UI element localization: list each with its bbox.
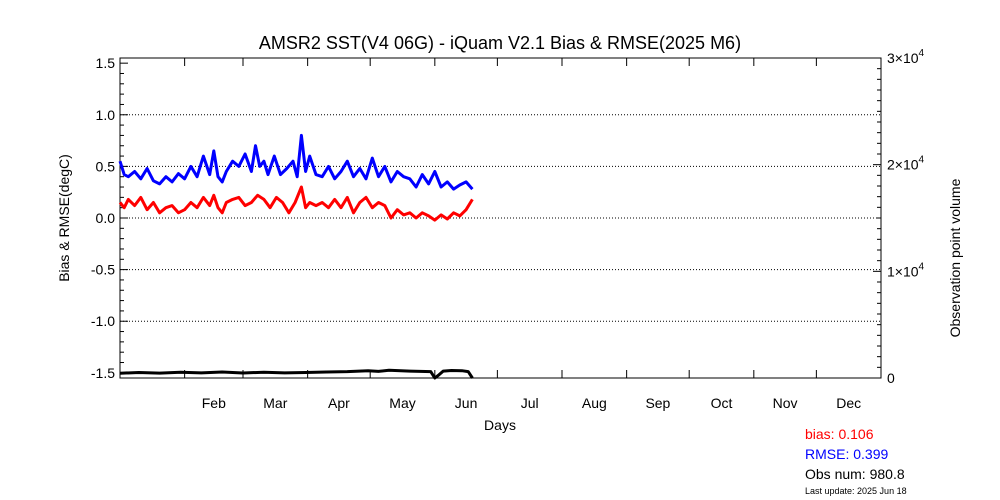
x-axis-label: Days: [484, 417, 516, 433]
y2-tick-label: 3×104: [887, 48, 925, 66]
x-tick-label: Dec: [836, 395, 861, 411]
y-tick-label: 1.5: [96, 55, 116, 71]
x-tick-label: May: [389, 395, 415, 411]
chart-title: AMSR2 SST(V4 06G) - iQuam V2.1 Bias & RM…: [259, 33, 741, 53]
y-tick-label: -1.0: [91, 313, 115, 329]
y2-tick-label: 1×104: [887, 261, 925, 279]
x-tick-label: Sep: [645, 395, 670, 411]
y-axis-label: Bias & RMSE(degC): [56, 154, 72, 282]
x-tick-label: Feb: [202, 395, 226, 411]
series-line-0: [118, 133, 474, 191]
last-update-stat: Last update: 2025 Jun 18: [805, 486, 907, 496]
series-line-2: [119, 368, 474, 380]
x-tick-label: Jul: [521, 395, 539, 411]
y-tick-label: 0.5: [96, 158, 116, 174]
x-tick-label: Nov: [773, 395, 798, 411]
y-tick-label: 1.0: [96, 107, 116, 123]
x-tick-label: Apr: [328, 395, 350, 411]
y2-tick-label: 0: [887, 370, 895, 386]
x-tick-label: Aug: [582, 395, 607, 411]
x-tick-label: Oct: [711, 395, 733, 411]
y2-axis-label: Observation point volume: [947, 178, 963, 337]
y-tick-label: -1.5: [91, 365, 115, 381]
x-tick-label: Mar: [263, 395, 287, 411]
rmse-stat: RMSE: 0.399: [805, 446, 889, 462]
y-tick-label: 0.0: [96, 210, 116, 226]
series-line-1: [118, 185, 474, 222]
y2-tick-label: 2×104: [887, 155, 925, 173]
obs-num-stat: Obs num: 980.8: [805, 466, 905, 482]
y-tick-label: -0.5: [91, 262, 115, 278]
bias-stat: bias: 0.106: [805, 426, 874, 442]
x-tick-label: Jun: [455, 395, 478, 411]
